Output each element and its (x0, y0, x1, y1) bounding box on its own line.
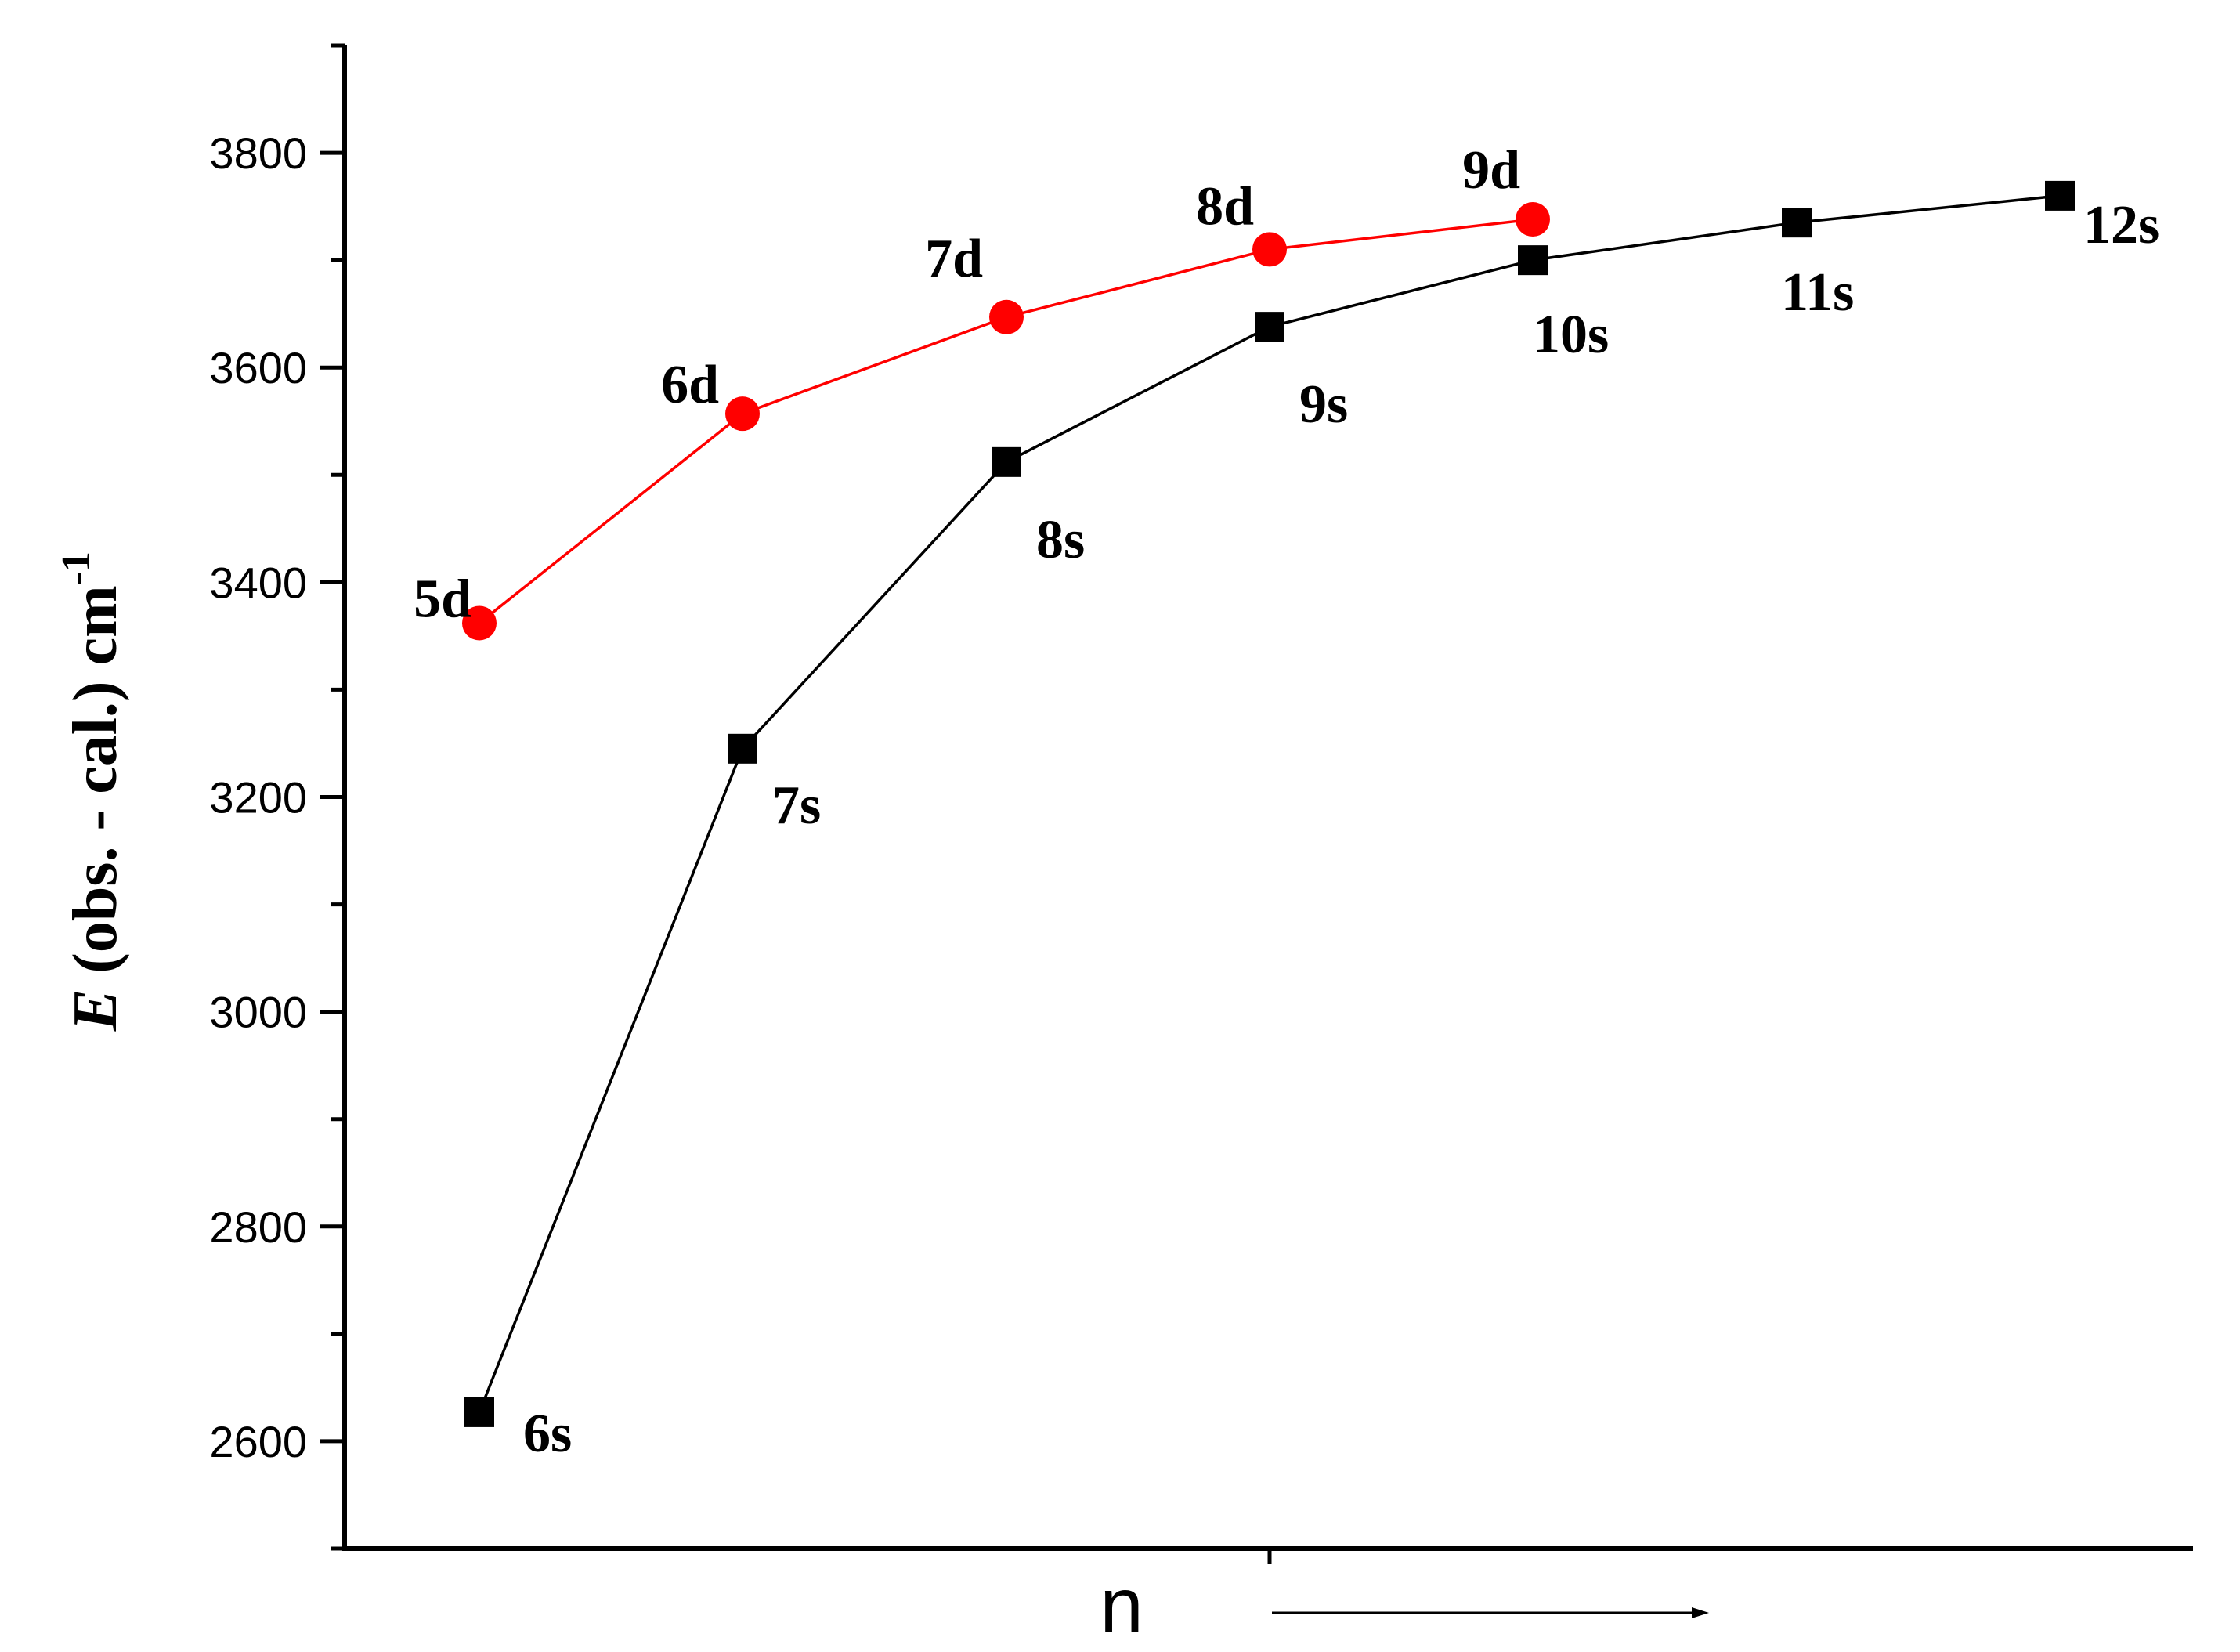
data-point-circle (1252, 232, 1287, 267)
data-point-label: 7d (925, 229, 983, 289)
data-point-label: 8s (1036, 510, 1085, 570)
data-point-circle (725, 396, 760, 432)
data-point-label: 12s (2083, 195, 2159, 255)
series-line-circles (478, 218, 1534, 624)
y-tick-label: 3400 (209, 558, 307, 607)
y-axis-label-superscript: -1 (54, 551, 99, 585)
point-labels: 6s 7s 8s 9s 10s 11s 12s 5d 6d 7d 8d 9d (414, 140, 2159, 1464)
data-point-circle (462, 605, 497, 641)
data-point-square (728, 733, 757, 764)
data-point-square (464, 1397, 494, 1427)
y-tick-label: 3000 (209, 988, 307, 1037)
data-point-square (1255, 312, 1284, 342)
data-point-label: 7s (772, 775, 821, 836)
x-axis-label: n (1100, 1562, 1143, 1650)
data-point-label: 11s (1781, 262, 1854, 323)
x-direction-arrow (1272, 1607, 1709, 1618)
y-ticks: 2600 2800 3000 3200 3400 3600 3800 (209, 43, 345, 1551)
data-point-label: 9s (1299, 374, 1348, 435)
y-tick-label: 3200 (209, 773, 307, 822)
data-point-label: 10s (1533, 305, 1609, 365)
axes (342, 45, 2193, 1564)
y-tick-label: 3600 (209, 343, 307, 392)
y-tick-label: 2600 (209, 1417, 307, 1466)
arrow-head (1692, 1607, 1709, 1618)
y-tick-label: 2800 (209, 1202, 307, 1252)
y-axis-label: E (obs. - cal.) cm-1 (54, 551, 130, 1032)
data-point-square (1518, 245, 1548, 276)
data-point-label: 5d (414, 569, 471, 629)
y-axis-label-text: (obs. - cal.) cm (61, 585, 130, 989)
data-point-square (1782, 208, 1812, 238)
data-point-square (2045, 180, 2075, 211)
data-point-circle (1516, 202, 1550, 237)
data-point-label: 6d (661, 355, 719, 415)
data-point-circle (989, 299, 1024, 334)
series-layer (462, 180, 2075, 1427)
data-point-label: 8d (1196, 176, 1254, 237)
y-axis-label-symbol: E (61, 989, 130, 1032)
data-point-label: 9d (1462, 140, 1520, 201)
data-point-label: 6s (523, 1404, 572, 1464)
y-tick-label: 3800 (209, 128, 307, 178)
data-point-square (992, 446, 1021, 477)
